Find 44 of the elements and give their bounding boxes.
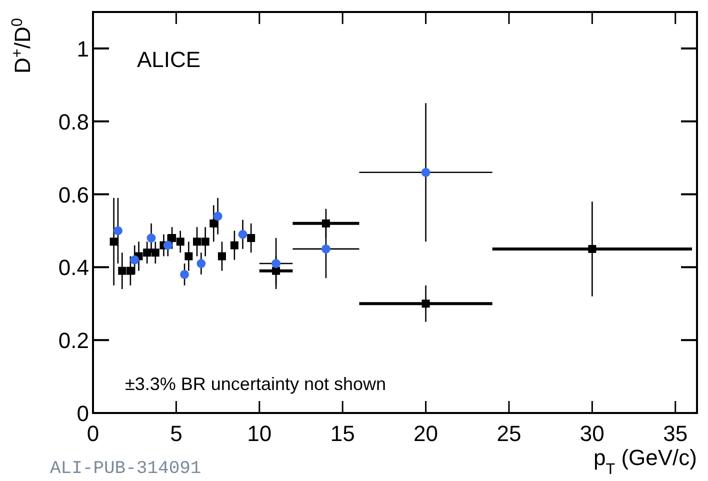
point [163,240,172,250]
annotation: ALICE [137,47,201,72]
point [192,238,201,246]
point [422,300,430,308]
point [118,266,126,275]
x-tick-label: 25 [496,421,522,446]
point [230,241,238,250]
point [210,219,218,228]
point [421,168,430,177]
point [247,234,256,242]
y-tick-label: 0.6 [58,182,89,208]
point [151,248,160,257]
point [218,252,226,260]
point [321,244,330,254]
y-tick-label: 0.2 [58,328,89,354]
point [143,248,152,257]
y-tick-label: 1 [76,36,89,62]
point [184,252,193,260]
annotation: ±3.3% BR uncertainty not shown [125,374,386,394]
point [272,259,281,268]
point [201,238,210,246]
point [176,238,184,246]
point [588,244,596,253]
point [130,255,140,264]
y-tick-label: 0.8 [58,109,89,134]
point [180,270,190,279]
point [146,234,156,243]
point [168,234,176,242]
x-tick-label: 35 [663,421,688,446]
y-tick-label: 0.4 [58,255,89,280]
point [126,266,134,275]
point [113,226,122,236]
point [110,238,118,246]
x-axis-title: p$_{T}$ (GeV/c) [593,445,697,478]
x-tick-label: 10 [247,421,272,446]
x-tick-label: 20 [414,421,438,446]
text: ALI-PUB-314091 [50,459,202,479]
point [238,230,248,239]
y-tick-label: 0 [76,401,89,426]
x-tick-label: 30 [580,421,604,446]
x-tick-label: 5 [170,421,182,446]
point [213,212,222,221]
x-tick-label: 15 [330,421,355,446]
point [196,259,206,268]
